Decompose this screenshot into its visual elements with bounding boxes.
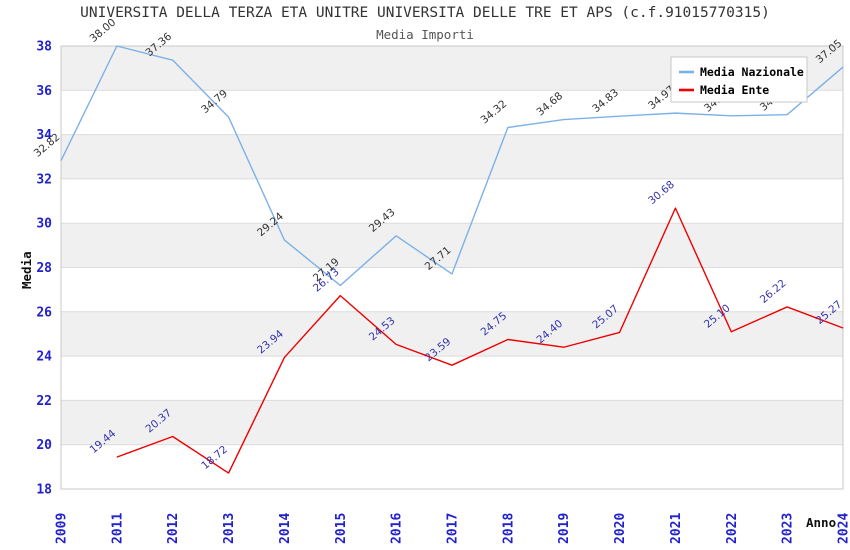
x-tick-label: 2024 (837, 513, 850, 544)
plot-border (60, 45, 844, 490)
x-tick-label: 2009 (55, 513, 70, 544)
chart-title: UNIVERSITA DELLA TERZA ETA UNITRE UNIVER… (80, 5, 770, 21)
y-tick-label: 26 (36, 305, 52, 320)
x-tick-label: 2023 (781, 513, 796, 544)
x-axis-title: Anno (806, 515, 836, 530)
series-line-media-nazionale (60, 45, 844, 287)
x-tick-label: 2017 (446, 513, 461, 544)
x-tick-label: 2013 (222, 513, 237, 544)
y-tick-label: 18 (36, 483, 52, 498)
chart-subtitle: Media Importi (376, 27, 474, 42)
y-tick-label: 20 (36, 438, 52, 453)
y-tick-label: 36 (36, 84, 52, 99)
y-tick-label: 32 (36, 172, 52, 187)
data-label: 30.68 (646, 179, 677, 208)
y-tick-label: 28 (36, 261, 52, 276)
legend-item-label: Media Ente (700, 83, 769, 97)
x-tick-label: 2014 (278, 513, 293, 544)
data-label: 18.72 (199, 443, 230, 472)
x-tick-label: 2022 (725, 513, 740, 544)
data-label: 34.83 (590, 87, 621, 116)
data-label: 38.00 (88, 16, 119, 45)
x-tick-label: 2015 (334, 513, 349, 544)
x-tick-label: 2011 (110, 513, 125, 544)
y-tick-label: 22 (36, 394, 52, 409)
legend-box (670, 56, 808, 103)
data-label: 26.22 (758, 277, 789, 306)
x-tick-label: 2016 (390, 513, 405, 544)
series-line-media-ente (116, 207, 844, 474)
y-tick-label: 38 (36, 40, 52, 55)
data-label: 34.32 (479, 98, 510, 127)
x-tick-label: 2012 (166, 513, 181, 544)
x-tick-label: 2020 (613, 513, 628, 544)
x-tick-label: 2021 (669, 513, 684, 544)
plot-band (61, 223, 843, 268)
y-axis-title: Media (19, 251, 34, 289)
y-tick-label: 34 (36, 128, 52, 143)
plot-band (61, 311, 843, 357)
y-tick-label: 24 (36, 350, 52, 365)
plot-band (61, 134, 843, 179)
data-label: 34.68 (534, 90, 565, 119)
y-tick-label: 30 (36, 217, 52, 232)
plot-band (61, 400, 843, 445)
x-tick-label: 2019 (557, 513, 572, 544)
legend-item-label: Media Nazionale (700, 65, 804, 79)
x-tick-label: 2018 (501, 513, 516, 544)
